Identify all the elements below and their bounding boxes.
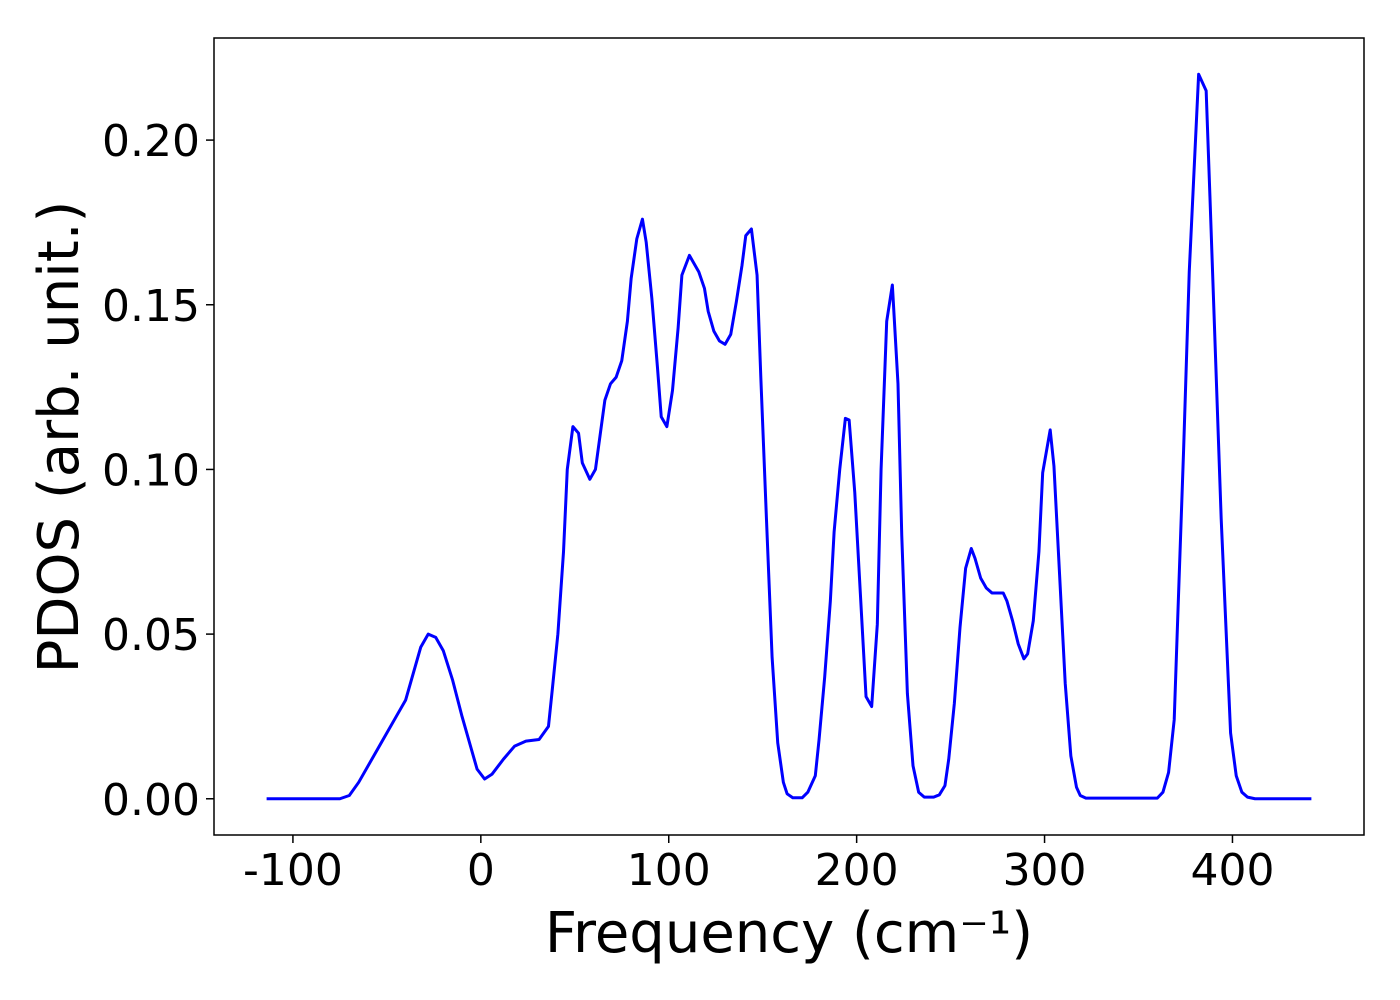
x-tick-label: -100 (243, 845, 343, 896)
y-tick-label: 0.15 (102, 281, 200, 332)
x-tick-label: 200 (815, 845, 899, 896)
y-tick-label: 0.00 (102, 775, 200, 826)
y-tick-label: 0.20 (102, 116, 200, 167)
y-axis-label: PDOS (arb. unit.) (27, 201, 92, 674)
x-tick-label: 100 (627, 845, 711, 896)
plot-frame (213, 37, 1365, 836)
x-tick-label: 300 (1003, 845, 1087, 896)
x-axis-label: Frequency (cm⁻¹) (545, 901, 1033, 966)
x-tick-label: 0 (467, 845, 495, 896)
x-tick-label: 400 (1190, 845, 1274, 896)
pdos-line (266, 72, 1312, 801)
y-tick-label: 0.10 (102, 445, 200, 496)
y-tick-label: 0.05 (102, 610, 200, 661)
